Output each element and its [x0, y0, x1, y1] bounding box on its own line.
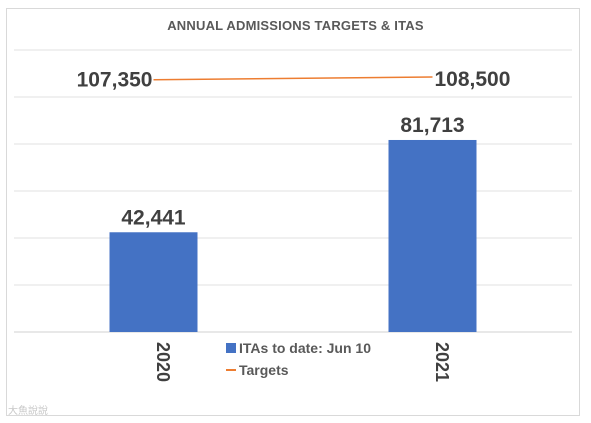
- legend-item-targets: Targets: [226, 359, 371, 381]
- legend-swatch-itas: [226, 343, 236, 353]
- legend-line-targets: [226, 369, 236, 371]
- bar-data-label: 42,441: [121, 206, 186, 229]
- target-data-label: 108,500: [435, 68, 511, 91]
- target-data-label: 107,350: [77, 69, 153, 92]
- legend-label-targets: Targets: [239, 362, 289, 378]
- bar-2021: [388, 139, 477, 332]
- x-tick-label: 2020: [153, 342, 173, 382]
- legend: ITAs to date: Jun 10 Targets: [226, 337, 371, 381]
- chart-frame: [6, 8, 580, 416]
- watermark: 大魚說說: [8, 406, 48, 417]
- legend-item-itas: ITAs to date: Jun 10: [226, 337, 371, 359]
- bar-2020: [109, 232, 198, 332]
- x-tick-label: 2021: [432, 342, 452, 382]
- bar-data-label: 81,713: [400, 114, 464, 137]
- targets-line: [153, 76, 433, 81]
- chart-title: ANNUAL ADMISSIONS TARGETS & ITAS: [167, 18, 424, 33]
- legend-label-itas: ITAs to date: Jun 10: [239, 340, 371, 356]
